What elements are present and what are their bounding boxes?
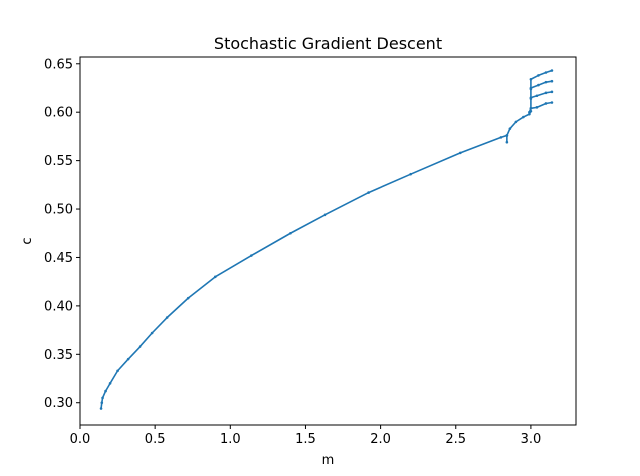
descent-point bbox=[528, 112, 531, 116]
descent-point bbox=[165, 316, 169, 319]
y-axis-label: c bbox=[20, 237, 35, 244]
x-tick-label: 1.5 bbox=[295, 432, 316, 447]
descent-point bbox=[508, 127, 512, 130]
descent-point bbox=[529, 77, 533, 81]
descent-point bbox=[544, 71, 548, 74]
descent-point bbox=[550, 101, 554, 104]
descent-point bbox=[99, 407, 103, 410]
descent-point bbox=[529, 97, 533, 100]
descent-point bbox=[537, 83, 540, 87]
axes-frame bbox=[79, 56, 577, 426]
descent-point bbox=[529, 87, 533, 91]
descent-point bbox=[126, 357, 130, 361]
x-tick-label: 2.5 bbox=[445, 432, 466, 447]
descent-point bbox=[550, 79, 554, 83]
descent-point bbox=[409, 172, 412, 176]
x-tick-label: 3.0 bbox=[521, 432, 542, 447]
descent-point bbox=[537, 74, 540, 77]
descent-point bbox=[101, 396, 104, 400]
x-tick-label: 0.0 bbox=[70, 432, 91, 447]
descent-path-series-1 bbox=[100, 134, 508, 409]
x-tick-label: 1.0 bbox=[220, 432, 241, 447]
chart-title: Stochastic Gradient Descent bbox=[214, 34, 442, 53]
descent-point bbox=[116, 369, 119, 373]
y-tick-label: 0.60 bbox=[44, 106, 73, 121]
descent-point bbox=[528, 110, 531, 114]
descent-point bbox=[108, 382, 112, 385]
descent-point bbox=[544, 80, 548, 84]
descent-point bbox=[458, 151, 462, 155]
descent-point bbox=[550, 69, 554, 72]
descent-point bbox=[250, 254, 253, 257]
descent-point bbox=[522, 115, 525, 119]
y-tick-label: 0.50 bbox=[44, 203, 73, 218]
y-tick-label: 0.55 bbox=[44, 154, 73, 169]
y-tick-label: 0.65 bbox=[44, 57, 73, 72]
descent-point bbox=[213, 275, 217, 279]
descent-point bbox=[514, 120, 518, 124]
descent-point bbox=[544, 91, 548, 95]
descent-point bbox=[186, 296, 190, 300]
descent-point bbox=[150, 331, 154, 335]
x-axis-ticks: 0.0 0.5 1.0 1.5 2.0 2.5 3.0 bbox=[70, 425, 542, 447]
y-tick-label: 0.45 bbox=[44, 251, 73, 266]
x-tick-label: 0.5 bbox=[145, 432, 166, 447]
descent-point bbox=[544, 102, 548, 105]
descent-point bbox=[367, 191, 370, 194]
descent-point bbox=[505, 134, 509, 137]
descent-point bbox=[535, 106, 539, 109]
descent-point bbox=[138, 345, 142, 348]
descent-point bbox=[550, 90, 554, 94]
descent-point bbox=[100, 401, 104, 405]
plot-series-group bbox=[99, 69, 554, 410]
y-tick-label: 0.40 bbox=[44, 299, 73, 314]
descent-point bbox=[505, 140, 509, 144]
descent-point bbox=[499, 136, 503, 139]
descent-point bbox=[289, 231, 292, 235]
descent-point bbox=[529, 107, 533, 110]
y-tick-label: 0.30 bbox=[44, 396, 73, 411]
descent-point bbox=[104, 389, 107, 393]
y-tick-label: 0.35 bbox=[44, 348, 73, 363]
x-axis-label: m bbox=[322, 453, 335, 468]
descent-point bbox=[535, 94, 539, 98]
descent-point bbox=[323, 213, 327, 217]
y-axis-ticks: 0.30 0.35 0.40 0.45 0.50 0.55 0.60 0.65 bbox=[44, 57, 80, 411]
x-tick-label: 2.0 bbox=[370, 432, 391, 447]
